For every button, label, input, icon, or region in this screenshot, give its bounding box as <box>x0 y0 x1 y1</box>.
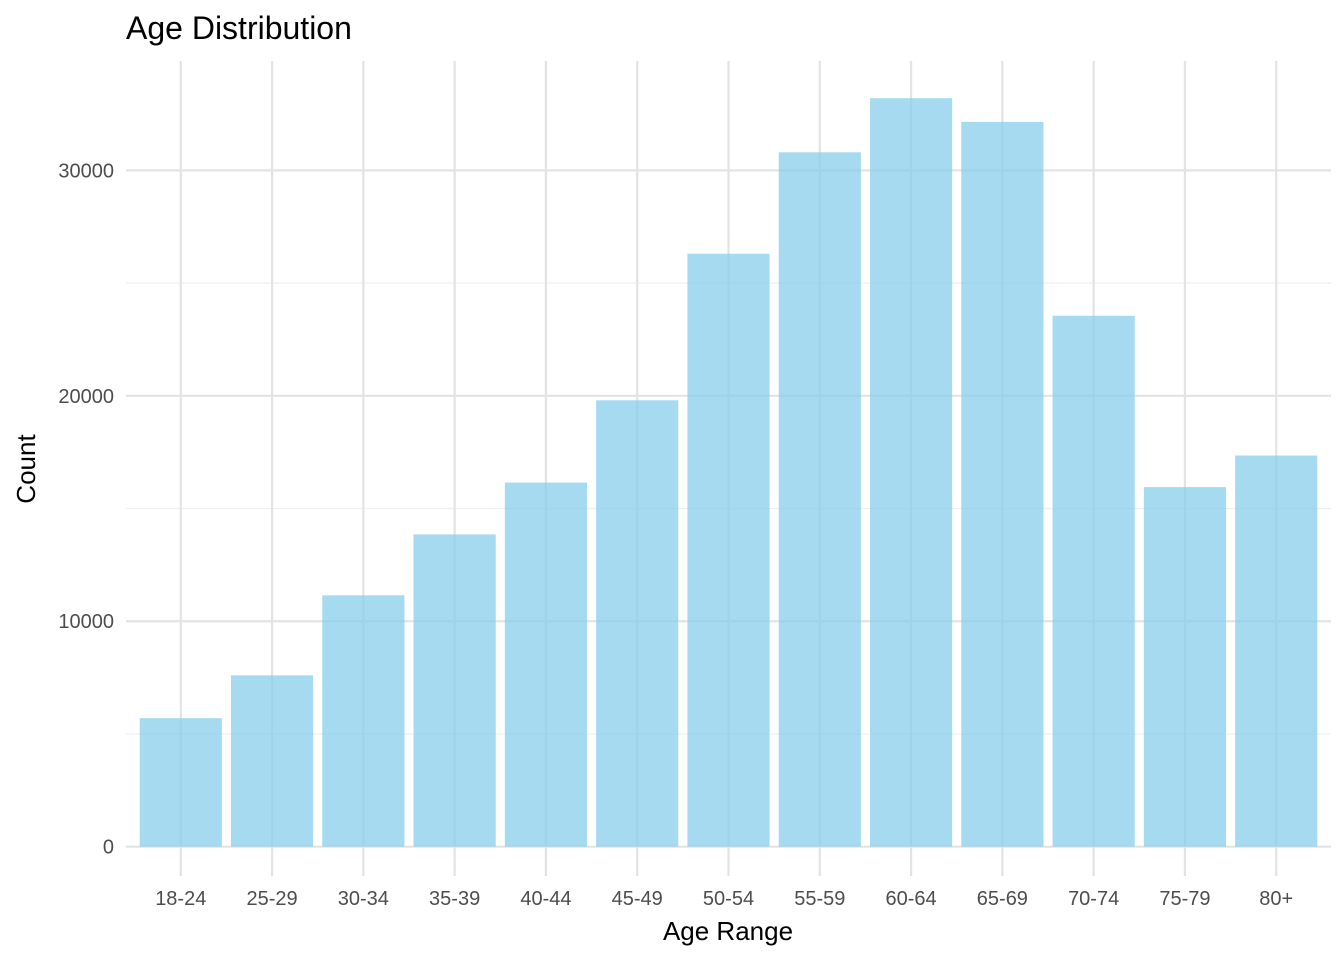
bar-40-44 <box>504 482 588 847</box>
x-tick-label: 45-49 <box>612 888 663 910</box>
y-tick-label: 0 <box>103 837 114 859</box>
x-tick-label: 65-69 <box>977 888 1028 910</box>
y-tick-label: 10000 <box>58 611 114 633</box>
bar-55-59 <box>778 152 861 847</box>
x-tick-label: 18-24 <box>155 888 206 910</box>
x-tick-label: 80+ <box>1259 888 1293 910</box>
x-tick-label: 70-74 <box>1068 888 1119 910</box>
y-tick-label: 20000 <box>58 386 114 408</box>
bar-30-34 <box>322 595 405 847</box>
x-tick-label: 75-79 <box>1159 888 1210 910</box>
bars <box>139 98 1318 847</box>
bar-70-74 <box>1052 315 1135 847</box>
bar-35-39 <box>413 534 496 847</box>
x-tick-label: 55-59 <box>794 888 845 910</box>
x-tick-label: 60-64 <box>885 888 936 910</box>
y-tick-label: 30000 <box>58 160 114 182</box>
x-tick-label: 35-39 <box>429 888 480 910</box>
x-tick-label: 30-34 <box>338 888 389 910</box>
x-tick-label: 50-54 <box>703 888 754 910</box>
x-axis-tick-labels: 18-24 25-29 30-34 35-39 40-44 45-49 50-54 55-59… <box>155 888 1293 910</box>
bar-45-49 <box>596 400 679 847</box>
bar-80+ <box>1235 455 1318 847</box>
x-tick-label: 40-44 <box>520 888 571 910</box>
x-axis-title: Age Range <box>663 916 793 946</box>
y-axis-tick-labels: 0 10000 20000 30000 <box>58 160 114 858</box>
chart-title: Age Distribution <box>126 10 352 46</box>
bar-18-24 <box>139 718 222 847</box>
bar-50-54 <box>687 253 770 847</box>
bar-25-29 <box>230 675 314 847</box>
bar-65-69 <box>961 121 1044 847</box>
x-tick-label: 25-29 <box>246 888 297 910</box>
y-axis-title: Count <box>11 434 41 504</box>
bar-75-79 <box>1143 487 1227 847</box>
bar-60-64 <box>869 98 953 847</box>
